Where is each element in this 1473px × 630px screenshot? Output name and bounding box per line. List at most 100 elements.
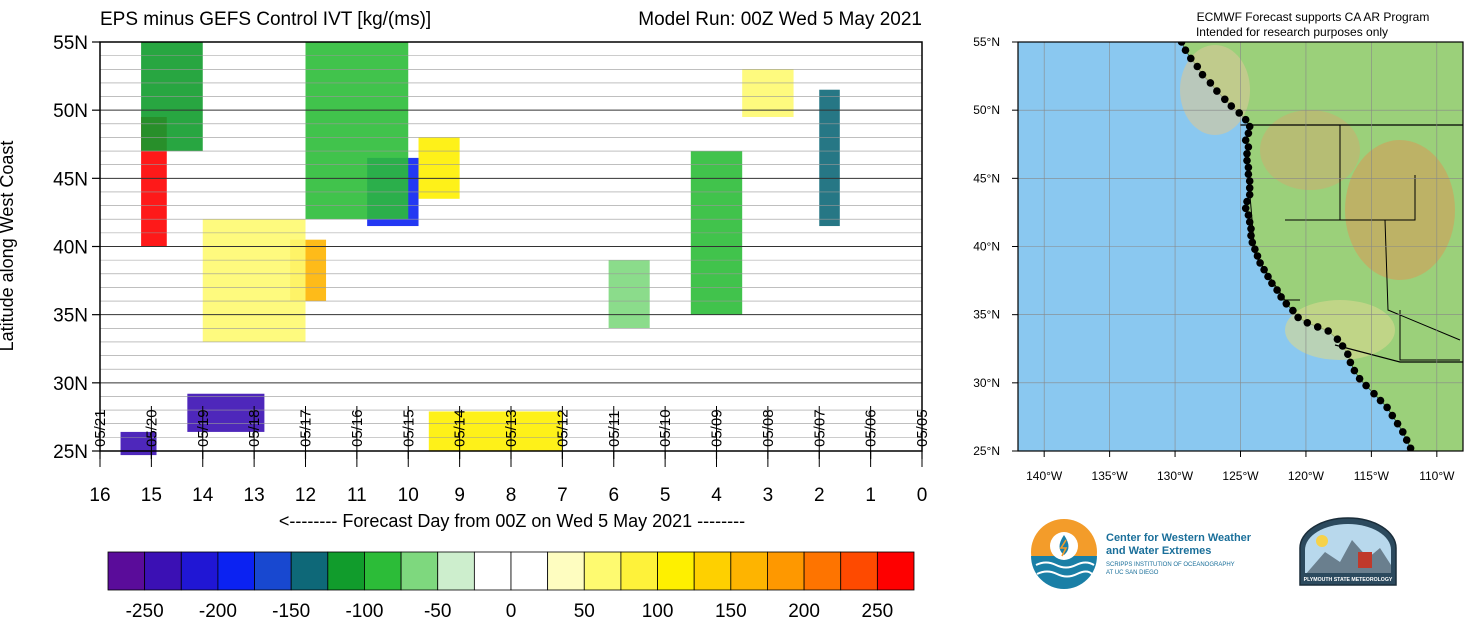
y-tick-label: 50N bbox=[53, 101, 88, 122]
chart-title: EPS minus GEFS Control IVT [kg/(ms)] bbox=[100, 9, 431, 30]
date-label: 05/12 bbox=[554, 409, 571, 447]
colorbar-label: 100 bbox=[642, 601, 674, 622]
colorbar-swatch bbox=[144, 551, 182, 591]
coast-point bbox=[1213, 87, 1221, 95]
coast-point bbox=[1245, 218, 1254, 226]
colorbar-label: 50 bbox=[574, 601, 595, 622]
heatmap-cell bbox=[418, 137, 460, 199]
colorbar-swatch bbox=[547, 551, 585, 591]
coast-point bbox=[1399, 428, 1407, 436]
date-labels: 05/0505/0605/0705/0805/0905/1005/1105/12… bbox=[92, 406, 931, 467]
colorbar-swatch bbox=[290, 551, 329, 591]
coast-point bbox=[1313, 323, 1322, 331]
colorbar-label: -250 bbox=[126, 601, 164, 622]
x-tick-label: 4 bbox=[711, 485, 722, 506]
date-label: 05/20 bbox=[143, 409, 160, 447]
coast-point bbox=[1294, 313, 1302, 322]
y-tick-label: 45N bbox=[53, 169, 88, 190]
psu-text: PLYMOUTH STATE METEOROLOGY bbox=[1304, 577, 1393, 583]
map-gridlines bbox=[1018, 42, 1463, 451]
coast-point bbox=[1406, 444, 1415, 451]
x-tick-label: 7 bbox=[557, 485, 568, 506]
map-ticks: 140°W 135°W 130°W 125°W 120°W 115°W 110°W 25°N 3… bbox=[973, 35, 1455, 483]
coast-point bbox=[1221, 95, 1229, 104]
coast-point bbox=[1268, 279, 1276, 288]
x-tick-label: 16 bbox=[89, 485, 110, 506]
colorbar-label: 200 bbox=[788, 601, 820, 622]
lon-tick-label: 115°W bbox=[1354, 469, 1390, 483]
colorbar-swatch bbox=[730, 551, 768, 591]
heatmap-cell bbox=[428, 411, 563, 451]
y-axis-label: Latitude along West Coast bbox=[0, 141, 17, 352]
terrain-mid bbox=[1260, 110, 1360, 190]
colorbar-label: 0 bbox=[506, 601, 517, 622]
heatmap-cell bbox=[202, 219, 306, 342]
coast-point bbox=[1244, 163, 1253, 172]
coast-point bbox=[1247, 225, 1255, 233]
coast-point bbox=[1243, 197, 1251, 206]
coast-point bbox=[1362, 381, 1370, 390]
coast-point bbox=[1346, 358, 1355, 367]
colorbar-swatch bbox=[767, 551, 805, 591]
coast-point bbox=[1303, 319, 1312, 327]
colorbar-label: 250 bbox=[862, 601, 894, 622]
y-tick-label: 40N bbox=[53, 238, 88, 259]
lon-tick-label: 130°W bbox=[1157, 469, 1194, 483]
psu-logo: PLYMOUTH STATE METEOROLOGY bbox=[1299, 517, 1397, 586]
lightning-icon bbox=[1059, 539, 1068, 557]
date-label: 05/11 bbox=[606, 411, 623, 447]
cw3e-line2: and Water Extremes bbox=[1106, 545, 1211, 557]
lat-tick-label: 35°N bbox=[973, 308, 1000, 322]
coast-point bbox=[1198, 70, 1207, 79]
terrain-desert bbox=[1285, 300, 1395, 360]
x-tick-label: 0 bbox=[917, 485, 928, 506]
us-mexico-border bbox=[1334, 344, 1463, 363]
coast-point bbox=[1256, 259, 1264, 267]
lon-tick-label: 110°W bbox=[1419, 469, 1455, 483]
coast-point bbox=[1277, 293, 1285, 301]
map-note-line1: ECMWF Forecast supports CA AR Program bbox=[1197, 10, 1430, 24]
coast-point bbox=[1402, 436, 1411, 444]
cw3e-logo: Center for Western Weather and Water Ext… bbox=[1031, 519, 1252, 589]
coast-point bbox=[1241, 136, 1250, 144]
colorbar-swatch bbox=[254, 551, 292, 591]
x-tick-label: 6 bbox=[608, 485, 619, 506]
heatmap-cell bbox=[608, 260, 650, 329]
colorbar-swatch bbox=[473, 551, 512, 591]
x-axis-label: <-------- Forecast Day from 00Z on Wed 5… bbox=[279, 511, 745, 531]
coast-point bbox=[1181, 46, 1190, 54]
coast-point bbox=[1350, 366, 1359, 375]
y-tick-label: 35N bbox=[53, 306, 88, 327]
coast-point bbox=[1282, 300, 1291, 308]
date-label: 05/13 bbox=[503, 409, 520, 447]
heatmap-cell bbox=[187, 393, 265, 432]
coast-point bbox=[1227, 102, 1236, 110]
cw3e-line4: AT UC SAN DIEGO bbox=[1106, 570, 1159, 576]
x-tick-label: 10 bbox=[398, 485, 419, 506]
colorbar: -250 -200 -150 -100 -50 0 50 100 150 200 250 bbox=[107, 551, 915, 622]
lat-tick-label: 30°N bbox=[973, 376, 1000, 390]
coast-point bbox=[1370, 389, 1378, 398]
coast-point bbox=[1243, 150, 1251, 158]
lat-tick-label: 25°N bbox=[973, 444, 1000, 458]
date-label: 05/18 bbox=[246, 409, 263, 447]
coast-point bbox=[1235, 109, 1243, 117]
date-label: 05/19 bbox=[195, 409, 212, 447]
x-tick-label: 15 bbox=[141, 485, 162, 506]
coast-point bbox=[1388, 411, 1397, 420]
x-tick-label: 9 bbox=[454, 485, 465, 506]
lon-tick-label: 135°W bbox=[1092, 469, 1129, 483]
coast-point bbox=[1289, 306, 1297, 315]
x-tick-label: 5 bbox=[660, 485, 671, 506]
colorbar-swatch bbox=[217, 551, 255, 591]
x-tick-label: 14 bbox=[192, 485, 214, 506]
date-label: 05/07 bbox=[811, 409, 828, 447]
psu-sun-icon bbox=[1316, 535, 1328, 547]
hovmoller-panel: 05/0505/0605/0705/0805/0905/1005/1105/12… bbox=[53, 33, 931, 506]
coast-point bbox=[1260, 265, 1268, 274]
cw3e-wave-icon bbox=[1036, 570, 1093, 578]
coast-point bbox=[1273, 286, 1281, 294]
coast-point bbox=[1355, 374, 1364, 383]
x-tick-label: 8 bbox=[506, 485, 517, 506]
